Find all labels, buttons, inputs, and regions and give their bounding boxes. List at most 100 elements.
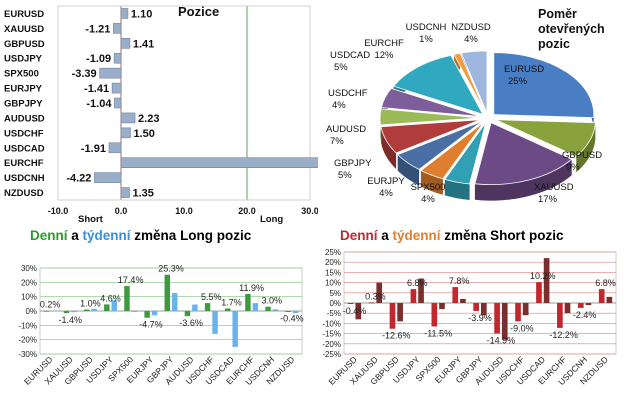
pie-slice <box>379 108 481 126</box>
pie-pct-label: 4% <box>421 194 435 205</box>
category-label: USDCAD <box>4 143 45 154</box>
plot-frame <box>57 5 311 201</box>
pie-label: USDCHF <box>328 88 368 99</box>
bar <box>397 303 403 322</box>
bar <box>225 308 231 311</box>
bar <box>104 304 110 311</box>
bar <box>113 23 122 34</box>
bar <box>144 311 150 318</box>
pie-pct-label: 5% <box>334 62 348 73</box>
tick-label: 0.0 <box>115 206 128 216</box>
value-label: 6.8% <box>407 278 428 288</box>
category-label: USDCNH <box>4 173 45 184</box>
pie-label: EURJPY <box>367 176 405 187</box>
tick-label: -10% <box>18 321 37 330</box>
category-label: EURCHF <box>4 158 44 169</box>
bar <box>252 303 259 311</box>
value-label: 1.35 <box>133 188 154 200</box>
pie-slice <box>474 122 573 186</box>
bar <box>108 142 122 154</box>
open-ratio-pie-panel: Poměr otevřených pozic EURUSD 25% GBPUSD 9% XAU… <box>318 0 624 218</box>
value-label: 1.10 <box>131 8 152 20</box>
tick-label: 5% <box>329 289 341 298</box>
pie-pct-label: 4% <box>332 100 346 111</box>
bar <box>292 311 299 314</box>
pie-slice <box>392 54 484 115</box>
pie-slice <box>493 52 595 119</box>
tick-label: -10% <box>322 319 341 328</box>
pie-pct-label: 9% <box>566 162 580 173</box>
tick-label: -20% <box>18 336 37 345</box>
chart-title: Pozice <box>178 4 219 19</box>
bar <box>245 293 251 311</box>
tick-label: -10.0 <box>48 206 69 216</box>
pie-label: EURUSD <box>504 64 544 75</box>
category-label: USDJPY <box>4 54 43 65</box>
pie-label: SPX500 <box>411 182 446 193</box>
tick-label: 0% <box>25 307 37 316</box>
tick-label: 30.0 <box>301 206 318 216</box>
bar <box>131 311 138 312</box>
pie-slice <box>380 119 481 154</box>
bar <box>91 308 97 311</box>
bar <box>418 278 424 303</box>
pie-label: GBPJPY <box>334 158 372 169</box>
pie-label: GBPUSD <box>562 150 602 161</box>
pie-slice <box>495 119 596 157</box>
pie-label: AUDUSD <box>326 124 366 135</box>
bar <box>83 309 90 311</box>
value-label: -9.0% <box>510 323 534 333</box>
value-label: -0.4% <box>280 314 304 324</box>
pie-pct-label: 17% <box>538 194 558 205</box>
bar <box>164 274 170 311</box>
long-change-chart-panel: Denní a týdenní změna Long pozic 30% 20% 10… <box>0 222 312 403</box>
value-label: -4.7% <box>139 320 163 330</box>
bar <box>389 303 396 329</box>
bar <box>494 303 500 334</box>
value-label: -1.04 <box>86 98 112 110</box>
bar <box>473 303 479 311</box>
bar <box>606 296 613 303</box>
bar <box>557 303 563 328</box>
value-label: -2.4% <box>573 310 597 320</box>
value-label: -4.22 <box>66 173 91 185</box>
value-label: -1.4% <box>58 315 82 325</box>
value-label: 0.2% <box>40 300 61 310</box>
value-label: 11.9% <box>239 283 264 293</box>
chart-title-part: změna Short pozic <box>441 228 565 243</box>
bar <box>347 303 354 304</box>
bar <box>94 172 122 183</box>
value-label: 10.2% <box>530 271 556 281</box>
value-label: 0.3% <box>365 291 386 301</box>
category-label: AUDUSD <box>4 113 45 124</box>
value-label: 1.41 <box>133 38 154 50</box>
value-label: -12.2% <box>549 330 578 340</box>
value-label: -11.5% <box>424 328 452 338</box>
category-label: USDCHF <box>4 128 44 139</box>
value-label: -1.09 <box>86 53 111 65</box>
bar <box>114 97 122 109</box>
category-label: EURUSD <box>4 9 44 20</box>
bar <box>63 311 70 314</box>
pie-slice-side <box>381 126 397 169</box>
category-label: XAUUSD <box>4 24 44 35</box>
bar <box>564 303 571 314</box>
bar <box>172 293 178 311</box>
pie-slice <box>380 87 481 117</box>
bar <box>368 302 375 304</box>
category-label: GBPUSD <box>4 39 45 50</box>
bar <box>120 112 136 124</box>
value-label: -3.39 <box>72 68 97 80</box>
value-label: -0.4% <box>343 306 367 316</box>
chart-title-part: změna Long pozic <box>131 228 252 243</box>
bar <box>212 311 218 334</box>
tick-label: -5% <box>327 309 341 318</box>
value-label: 1.50 <box>133 128 154 140</box>
tick-label: 10% <box>325 279 341 288</box>
chart-title-part: Denní <box>340 228 379 243</box>
bar <box>376 282 383 303</box>
value-label: -14.9% <box>487 335 516 345</box>
bar <box>151 311 158 316</box>
bar <box>431 303 438 327</box>
